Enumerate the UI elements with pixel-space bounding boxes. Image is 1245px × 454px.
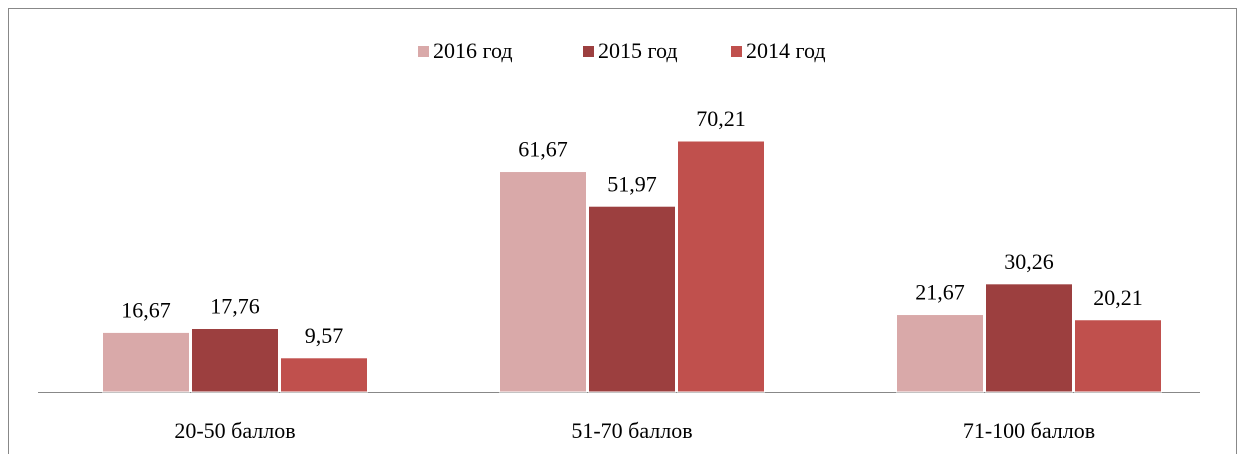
value-label: 61,67	[518, 137, 568, 162]
value-label: 20,21	[1093, 285, 1143, 310]
legend-label: 2014 год	[746, 38, 826, 63]
value-label: 9,57	[305, 323, 344, 348]
x-tick-label: 71-100 баллов	[963, 418, 1095, 443]
legend-swatch	[418, 46, 429, 57]
x-tick-label: 20-50 баллов	[174, 418, 295, 443]
bar	[280, 357, 368, 393]
value-label: 70,21	[696, 106, 746, 131]
chart-frame	[8, 8, 1237, 454]
bar	[191, 328, 279, 393]
value-label: 30,26	[1004, 249, 1054, 274]
value-label: 21,67	[915, 280, 965, 305]
legend-label: 2015 год	[598, 38, 678, 63]
bar	[985, 283, 1073, 393]
bar	[1074, 319, 1162, 393]
value-label: 16,67	[121, 297, 171, 322]
value-label: 51,97	[607, 171, 657, 196]
bar	[896, 314, 984, 393]
legend-swatch	[731, 46, 742, 57]
bar	[499, 171, 587, 393]
legend-swatch	[583, 46, 594, 57]
bar	[588, 205, 676, 393]
x-tick-label: 51-70 баллов	[571, 418, 692, 443]
bar	[677, 140, 765, 393]
value-label: 17,76	[210, 294, 260, 319]
legend-label: 2016 год	[433, 38, 513, 63]
bar	[102, 331, 190, 393]
